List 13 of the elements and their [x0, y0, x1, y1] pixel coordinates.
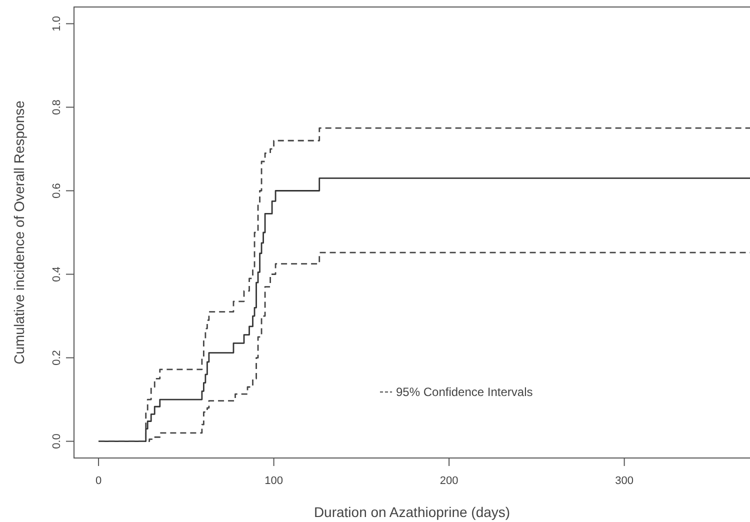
x-tick-label: 0 [95, 475, 102, 487]
x-tick-label: 200 [440, 475, 458, 487]
x-tick-label: 100 [264, 475, 283, 487]
y-tick-label: 0.8 [51, 100, 63, 115]
y-tick-label: 0.0 [51, 434, 63, 449]
y-tick-label: 0.2 [51, 350, 63, 366]
x-axis-title: Duration on Azathioprine (days) [314, 504, 510, 520]
y-tick-label: 0.4 [51, 266, 63, 282]
legend-label: 95% Confidence Intervals [396, 385, 533, 399]
y-tick-label: 1.0 [51, 16, 63, 32]
y-axis-title: Cumulative incidence of Overall Response [11, 100, 27, 364]
x-tick-label: 300 [615, 475, 634, 487]
y-tick-label: 0.6 [51, 183, 63, 198]
